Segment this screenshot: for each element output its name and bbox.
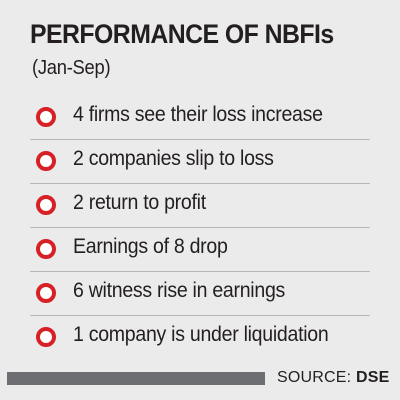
list-item-text: 2 companies slip to loss (73, 147, 274, 170)
list-item: 2 return to profit (0, 184, 400, 228)
divider (30, 315, 370, 316)
red-ring-bullet-icon (36, 239, 56, 259)
red-ring-bullet-icon (36, 195, 56, 215)
source-credit: SOURCE: DSE (277, 368, 389, 388)
red-ring-bullet-icon (36, 327, 56, 347)
list-item: 2 companies slip to loss (0, 140, 400, 184)
source-value: DSE (355, 369, 390, 386)
list-item: 6 witness rise in earnings (0, 272, 400, 316)
list-item-text: 1 company is under liquidation (73, 323, 329, 346)
footer-bar (7, 372, 265, 385)
divider (30, 183, 370, 184)
list-item: 1 company is under liquidation (0, 316, 400, 360)
list-item-text: 4 firms see their loss increase (73, 103, 323, 126)
list-item-text: Earnings of 8 drop (73, 235, 228, 258)
red-ring-bullet-icon (36, 151, 56, 171)
infographic-title: PERFORMANCE OF NBFIs (30, 19, 334, 49)
list-item-text: 2 return to profit (73, 191, 206, 214)
red-ring-bullet-icon (36, 107, 56, 127)
infographic-subtitle: (Jan-Sep) (32, 57, 111, 79)
divider (30, 271, 370, 272)
list-item-text: 6 witness rise in earnings (73, 279, 286, 302)
list-item: Earnings of 8 drop (0, 228, 400, 272)
divider (30, 227, 370, 228)
red-ring-bullet-icon (36, 283, 56, 303)
source-label: SOURCE: (277, 369, 352, 386)
performance-list: 4 firms see their loss increase 2 compan… (0, 96, 400, 360)
list-item: 4 firms see their loss increase (0, 96, 400, 140)
divider (30, 139, 370, 140)
